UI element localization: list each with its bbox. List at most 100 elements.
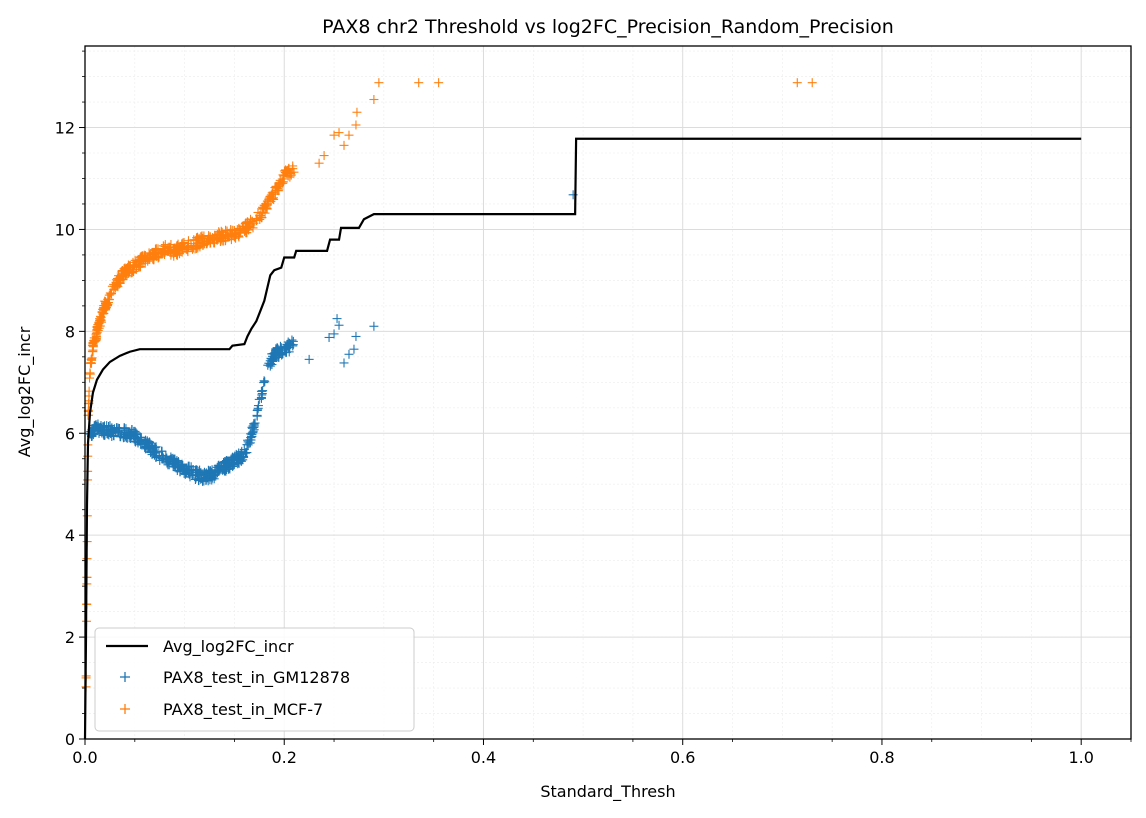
scatter-point — [127, 425, 137, 435]
scatter-point — [267, 355, 277, 365]
y-tick-label: 8 — [65, 322, 75, 341]
scatter-point — [92, 324, 102, 334]
scatter-series-2 — [81, 78, 817, 692]
scatter-point — [151, 246, 161, 256]
scatter-point — [236, 225, 246, 235]
scatter-point — [304, 354, 314, 364]
scatter-point — [215, 461, 225, 471]
scatter-point — [199, 236, 209, 246]
scatter-point — [352, 107, 362, 117]
scatter-point — [319, 151, 329, 161]
scatter-point — [85, 368, 95, 378]
scatter-point — [236, 448, 246, 458]
scatter-point — [329, 329, 339, 339]
scatter-point — [217, 230, 227, 240]
scatter-point — [145, 438, 155, 448]
x-tick-label: 0.4 — [471, 748, 496, 767]
scatter-point — [268, 187, 278, 197]
scatter-point — [349, 344, 359, 354]
scatter-point — [184, 469, 194, 479]
scatter-point — [112, 280, 122, 290]
scatter-point — [246, 433, 256, 443]
y-tick-label: 12 — [55, 119, 75, 138]
scatter-point — [209, 474, 219, 484]
scatter-point — [414, 78, 424, 88]
scatter-point — [179, 468, 189, 478]
scatter-point — [177, 461, 187, 471]
x-tick-label: 0.0 — [72, 748, 97, 767]
scatter-point — [137, 253, 147, 263]
legend: Avg_log2FC_incr PAX8_test_in_GM12878 PAX… — [94, 627, 415, 732]
scatter-point — [280, 342, 290, 352]
scatter-point — [264, 196, 274, 206]
y-tick-label: 2 — [65, 628, 75, 647]
x-tick-label: 0.6 — [670, 748, 695, 767]
series-line-avg-log2fc-incr — [83, 137, 1082, 740]
scatter-point — [234, 458, 244, 468]
scatter-point — [332, 314, 342, 324]
scatter-point — [107, 281, 117, 291]
legend-marker-mcf7 — [120, 704, 130, 714]
scatter-point — [369, 321, 379, 331]
scatter-point — [257, 213, 267, 223]
scatter-point — [90, 420, 100, 430]
scatter-point — [91, 420, 101, 430]
scatter-point — [205, 467, 215, 477]
scatter-point — [226, 225, 236, 235]
y-axis-label: Avg_log2FC_incr — [15, 326, 35, 457]
scatter-point — [150, 442, 160, 452]
scatter-point — [253, 401, 263, 411]
scatter-point — [194, 235, 204, 245]
scatter-point — [116, 268, 126, 278]
scatter-point — [178, 463, 188, 473]
scatter-point — [242, 223, 252, 233]
scatter-point — [334, 128, 344, 138]
axes-frame — [84, 45, 1132, 740]
scatter-point — [329, 130, 339, 140]
scatter-point — [87, 346, 97, 356]
scatter-point — [351, 331, 361, 341]
scatter-point — [157, 446, 167, 456]
scatter-point — [205, 232, 215, 242]
scatter-point — [116, 274, 126, 284]
scatter-point — [130, 436, 140, 446]
plot-area: 0.0 0.2 0.4 0.6 0.8 1.0 0 2 4 6 8 10 12 — [55, 45, 1132, 767]
x-axis-label: Standard_Thresh — [540, 782, 675, 802]
scatter-point — [98, 422, 108, 432]
legend-label-avg-log2fc-incr: Avg_log2FC_incr — [163, 637, 294, 657]
scatter-point — [272, 349, 282, 359]
scatter-point — [106, 428, 116, 438]
x-tick-label: 0.2 — [272, 748, 297, 767]
scatter-point — [221, 463, 231, 473]
scatter-point — [108, 426, 118, 436]
scatter-point — [187, 465, 197, 475]
y-tick-label: 4 — [65, 526, 75, 545]
axes-background — [85, 46, 1131, 739]
scatter-point — [86, 358, 96, 368]
scatter-point — [314, 158, 324, 168]
scatter-point — [369, 95, 379, 105]
scatter-point — [214, 466, 224, 476]
scatter-point — [84, 386, 94, 396]
scatter-point — [207, 233, 217, 243]
series-layer — [81, 78, 1082, 740]
scatter-point — [288, 336, 298, 346]
legend-marker-gm12878 — [120, 672, 130, 682]
scatter-point — [344, 130, 354, 140]
scatter-point — [136, 435, 146, 445]
scatter-point — [339, 358, 349, 368]
y-tick-label: 10 — [55, 220, 75, 239]
scatter-point — [88, 338, 98, 348]
scatter-point — [131, 437, 141, 447]
scatter-point — [278, 178, 288, 188]
scatter-point — [126, 431, 136, 441]
scatter-point — [137, 439, 147, 449]
scatter-point — [251, 213, 261, 223]
scatter-point — [183, 245, 193, 255]
scatter-point — [121, 424, 131, 434]
chart-title: PAX8 chr2 Threshold vs log2FC_Precision_… — [322, 16, 894, 38]
scatter-point — [198, 470, 208, 480]
scatter-point — [233, 452, 243, 462]
scatter-point — [255, 214, 265, 224]
